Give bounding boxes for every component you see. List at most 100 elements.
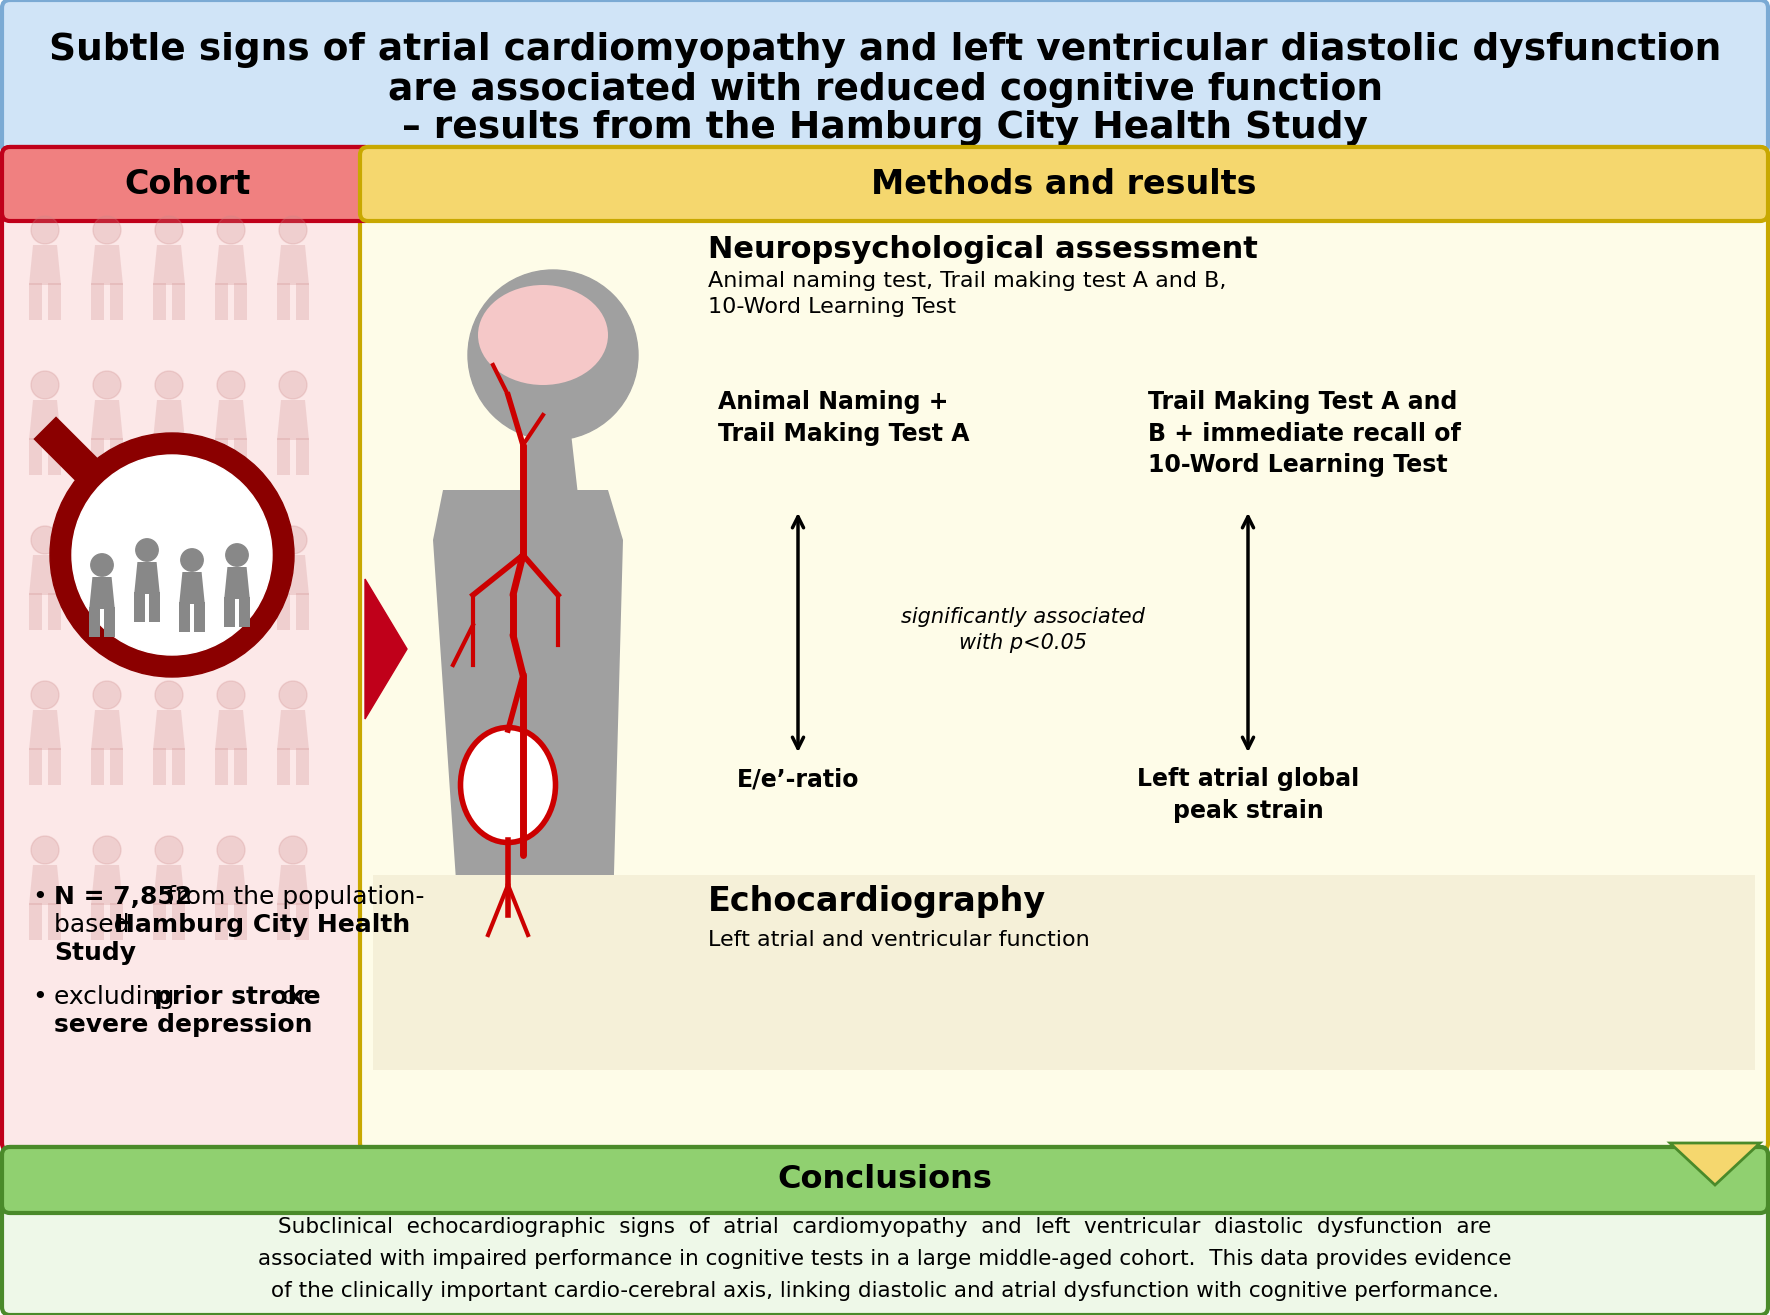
- Polygon shape: [276, 748, 290, 785]
- Polygon shape: [1671, 1143, 1759, 1185]
- Polygon shape: [48, 748, 60, 785]
- Circle shape: [32, 836, 58, 864]
- Polygon shape: [90, 400, 122, 441]
- Text: associated with impaired performance in cognitive tests in a large middle-aged c: associated with impaired performance in …: [258, 1249, 1512, 1269]
- Polygon shape: [110, 903, 122, 940]
- Polygon shape: [152, 903, 166, 940]
- Polygon shape: [90, 593, 104, 630]
- Circle shape: [218, 681, 244, 709]
- Text: severe depression: severe depression: [55, 1013, 313, 1038]
- Polygon shape: [152, 748, 166, 785]
- Polygon shape: [152, 865, 186, 905]
- Polygon shape: [48, 438, 60, 475]
- Polygon shape: [172, 903, 186, 940]
- Circle shape: [218, 526, 244, 554]
- Text: prior stroke: prior stroke: [154, 985, 320, 1009]
- Circle shape: [156, 371, 182, 398]
- Polygon shape: [276, 438, 290, 475]
- Polygon shape: [48, 593, 60, 630]
- Polygon shape: [214, 400, 248, 441]
- Circle shape: [156, 216, 182, 245]
- Polygon shape: [172, 748, 186, 785]
- Polygon shape: [172, 593, 186, 630]
- Polygon shape: [28, 593, 42, 630]
- Text: E/e’-ratio: E/e’-ratio: [736, 767, 858, 792]
- Polygon shape: [365, 579, 407, 719]
- FancyBboxPatch shape: [2, 0, 1768, 154]
- Circle shape: [32, 216, 58, 245]
- Text: or: or: [274, 985, 308, 1009]
- Polygon shape: [276, 400, 310, 441]
- Polygon shape: [28, 710, 60, 750]
- Polygon shape: [276, 903, 290, 940]
- Bar: [18, 155, 365, 213]
- Text: excluding: excluding: [55, 985, 182, 1009]
- Circle shape: [94, 371, 120, 398]
- Polygon shape: [48, 903, 60, 940]
- Text: Cohort: Cohort: [124, 167, 251, 200]
- Polygon shape: [276, 283, 290, 320]
- Polygon shape: [234, 438, 248, 475]
- Polygon shape: [110, 438, 122, 475]
- Text: Subtle signs of atrial cardiomyopathy and left ventricular diastolic dysfunction: Subtle signs of atrial cardiomyopathy an…: [50, 32, 1720, 68]
- Polygon shape: [152, 245, 186, 285]
- Text: Subclinical  echocardiographic  signs  of  atrial  cardiomyopathy  and  left  ve: Subclinical echocardiographic signs of a…: [278, 1216, 1492, 1237]
- Polygon shape: [90, 710, 122, 750]
- Text: Hamburg City Health: Hamburg City Health: [113, 913, 411, 938]
- Polygon shape: [225, 567, 250, 600]
- Polygon shape: [276, 555, 310, 594]
- Polygon shape: [296, 593, 310, 630]
- Circle shape: [218, 216, 244, 245]
- Polygon shape: [28, 903, 42, 940]
- Circle shape: [156, 681, 182, 709]
- Polygon shape: [276, 245, 310, 285]
- Polygon shape: [225, 597, 235, 627]
- Circle shape: [467, 270, 637, 441]
- Polygon shape: [110, 593, 122, 630]
- Polygon shape: [90, 245, 122, 285]
- Text: •: •: [32, 985, 46, 1009]
- Text: N = 7,852: N = 7,852: [55, 885, 193, 909]
- Ellipse shape: [478, 285, 609, 385]
- Polygon shape: [172, 438, 186, 475]
- Circle shape: [73, 455, 273, 655]
- Text: of the clinically important cardio-cerebral axis, linking diastolic and atrial d: of the clinically important cardio-cereb…: [271, 1281, 1499, 1301]
- Polygon shape: [214, 903, 228, 940]
- Circle shape: [94, 681, 120, 709]
- Circle shape: [227, 544, 248, 567]
- Polygon shape: [152, 555, 186, 594]
- Polygon shape: [214, 555, 248, 594]
- Circle shape: [94, 836, 120, 864]
- Polygon shape: [110, 748, 122, 785]
- Polygon shape: [276, 865, 310, 905]
- Polygon shape: [152, 710, 186, 750]
- Text: – results from the Hamburg City Health Study: – results from the Hamburg City Health S…: [402, 110, 1368, 146]
- Bar: [375, 155, 1759, 213]
- Polygon shape: [296, 903, 310, 940]
- Circle shape: [280, 836, 306, 864]
- Polygon shape: [214, 283, 228, 320]
- Circle shape: [32, 371, 58, 398]
- Circle shape: [32, 681, 58, 709]
- Polygon shape: [28, 865, 60, 905]
- Polygon shape: [90, 865, 122, 905]
- Text: Animal Naming +
Trail Making Test A: Animal Naming + Trail Making Test A: [719, 391, 970, 446]
- Text: Left atrial and ventricular function: Left atrial and ventricular function: [708, 930, 1090, 949]
- Polygon shape: [214, 748, 228, 785]
- Polygon shape: [88, 577, 115, 609]
- Circle shape: [90, 554, 113, 576]
- Polygon shape: [88, 608, 99, 636]
- Polygon shape: [296, 748, 310, 785]
- Polygon shape: [276, 593, 290, 630]
- Circle shape: [280, 526, 306, 554]
- Polygon shape: [522, 433, 579, 494]
- Polygon shape: [234, 283, 248, 320]
- Circle shape: [280, 681, 306, 709]
- Polygon shape: [28, 400, 60, 441]
- Polygon shape: [214, 245, 248, 285]
- Bar: [18, 1155, 1759, 1205]
- FancyBboxPatch shape: [2, 1147, 1768, 1212]
- Ellipse shape: [460, 727, 556, 843]
- Polygon shape: [234, 903, 248, 940]
- Polygon shape: [179, 602, 189, 633]
